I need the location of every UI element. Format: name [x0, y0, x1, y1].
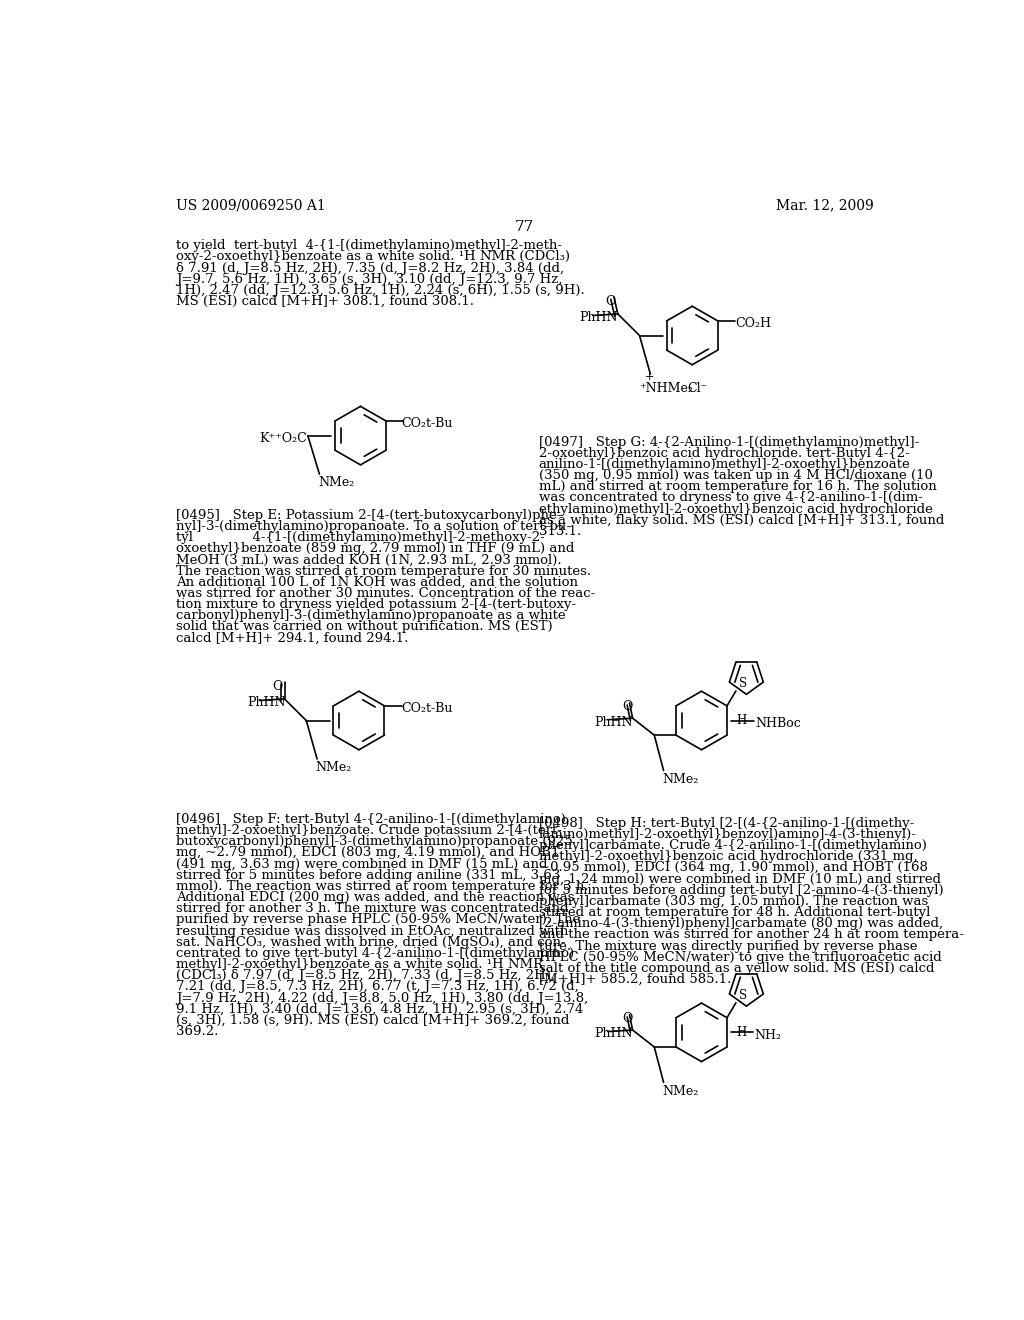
Text: Cl⁻: Cl⁻: [687, 381, 708, 395]
Text: mL) and stirred at room temperature for 16 h. The solution: mL) and stirred at room temperature for …: [539, 480, 937, 494]
Text: 2-oxoethyl}benzoic acid hydrochloride. tert-Butyl 4-{2-: 2-oxoethyl}benzoic acid hydrochloride. t…: [539, 446, 909, 459]
Text: H: H: [736, 714, 746, 727]
Text: methyl]-2-oxoethyl}benzoate as a white solid. ¹H NMR: methyl]-2-oxoethyl}benzoate as a white s…: [176, 958, 543, 972]
Text: [M+H]+ 585.2, found 585.1.: [M+H]+ 585.2, found 585.1.: [539, 973, 731, 986]
Text: NMe₂: NMe₂: [663, 1085, 698, 1098]
Text: butoxycarbonyl)phenyl]-3-(dimethylamino)propanoate (925: butoxycarbonyl)phenyl]-3-(dimethylamino)…: [176, 836, 572, 849]
Text: ethylamino)methyl]-2-oxoethyl}benzoic acid hydrochloride: ethylamino)methyl]-2-oxoethyl}benzoic ac…: [539, 503, 933, 516]
Text: methyl]-2-oxoethyl}benzoic acid hydrochloride (331 mg,: methyl]-2-oxoethyl}benzoic acid hydrochl…: [539, 850, 918, 863]
Text: J=9.7, 5.6 Hz, 1H), 3.65 (s, 3H), 3.10 (dd, J=12.3, 9.7 Hz,: J=9.7, 5.6 Hz, 1H), 3.65 (s, 3H), 3.10 (…: [176, 273, 562, 285]
Text: MS (ESI) calcd [M+H]+ 308.1, found 308.1.: MS (ESI) calcd [M+H]+ 308.1, found 308.1…: [176, 296, 474, 308]
Text: nyl]-3-(dimethylamino)propanoate. To a solution of tert-bu-: nyl]-3-(dimethylamino)propanoate. To a s…: [176, 520, 571, 533]
Text: mg, ~2.79 mmol), EDCI (803 mg, 4.19 mmol), and HOBT: mg, ~2.79 mmol), EDCI (803 mg, 4.19 mmol…: [176, 846, 560, 859]
Text: ture. The mixture was directly purified by reverse phase: ture. The mixture was directly purified …: [539, 940, 918, 953]
Text: mmol). The reaction was stirred at room temperature for 3 h.: mmol). The reaction was stirred at room …: [176, 880, 589, 892]
Text: PhHN: PhHN: [594, 715, 633, 729]
Text: (350 mg, 0.95 mmol) was taken up in 4 M HCl/dioxane (10: (350 mg, 0.95 mmol) was taken up in 4 M …: [539, 469, 933, 482]
Text: (s, 3H), 1.58 (s, 9H). MS (ESI) calcd [M+H]+ 369.2, found: (s, 3H), 1.58 (s, 9H). MS (ESI) calcd [M…: [176, 1014, 569, 1027]
Text: [0495]   Step E: Potassium 2-[4-(tert-butoxycarbonyl)phe-: [0495] Step E: Potassium 2-[4-(tert-buto…: [176, 508, 561, 521]
Text: for 5 minutes before adding tert-butyl [2-amino-4-(3-thienyl): for 5 minutes before adding tert-butyl […: [539, 884, 943, 896]
Text: was stirred for another 30 minutes. Concentration of the reac-: was stirred for another 30 minutes. Conc…: [176, 587, 595, 599]
Text: Mar. 12, 2009: Mar. 12, 2009: [776, 198, 873, 213]
Text: ~0.95 mmol), EDCI (364 mg, 1.90 mmol), and HOBT (168: ~0.95 mmol), EDCI (364 mg, 1.90 mmol), a…: [539, 862, 928, 874]
Text: CO₂t-Bu: CO₂t-Bu: [401, 702, 453, 714]
Text: and the reaction was stirred for another 24 h at room tempera-: and the reaction was stirred for another…: [539, 928, 964, 941]
Text: solid that was carried on without purification. MS (EST): solid that was carried on without purifi…: [176, 620, 553, 634]
Text: (CDCl₃) δ 7.97 (d, J=8.5 Hz, 2H), 7.33 (d, J=8.5 Hz, 2H),: (CDCl₃) δ 7.97 (d, J=8.5 Hz, 2H), 7.33 (…: [176, 969, 555, 982]
Text: stirred for another 3 h. The mixture was concentrated and: stirred for another 3 h. The mixture was…: [176, 903, 568, 915]
Text: [0498]   Step H: tert-Butyl [2-[(4-{2-anilino-1-[(dimethy-: [0498] Step H: tert-Butyl [2-[(4-{2-anil…: [539, 817, 914, 830]
Text: stirred at room temperature for 48 h. Additional tert-butyl: stirred at room temperature for 48 h. Ad…: [539, 906, 930, 919]
Text: +: +: [645, 372, 654, 383]
Text: stirred for 5 minutes before adding aniline (331 mL, 3.63: stirred for 5 minutes before adding anil…: [176, 869, 560, 882]
Text: 77: 77: [515, 220, 535, 234]
Text: HPLC (50-95% MeCN/water) to give the trifluoroacetic acid: HPLC (50-95% MeCN/water) to give the tri…: [539, 950, 941, 964]
Text: as a white, flaky solid. MS (ESI) calcd [M+H]+ 313.1, found: as a white, flaky solid. MS (ESI) calcd …: [539, 513, 944, 527]
Text: 7.21 (dd, J=8.5, 7.3 Hz, 2H), 6.77 (t, J=7.3 Hz, 1H), 6.72 (d,: 7.21 (dd, J=8.5, 7.3 Hz, 2H), 6.77 (t, J…: [176, 981, 579, 994]
Text: centrated to give tert-butyl 4-{2-anilino-1-[(dimethylamino): centrated to give tert-butyl 4-{2-anilin…: [176, 946, 574, 960]
Text: H: H: [736, 1026, 746, 1039]
Text: 369.2.: 369.2.: [176, 1026, 218, 1038]
Text: An additional 100 L of 1N KOH was added, and the solution: An additional 100 L of 1N KOH was added,…: [176, 576, 579, 589]
Text: CO₂H: CO₂H: [735, 317, 771, 330]
Text: mg, 1.24 mmol) were combined in DMF (10 mL) and stirred: mg, 1.24 mmol) were combined in DMF (10 …: [539, 873, 941, 886]
Text: lamino)methyl]-2-oxoethyl}benzoyl)amino]-4-(3-thienyl)-: lamino)methyl]-2-oxoethyl}benzoyl)amino]…: [539, 828, 916, 841]
Text: methyl]-2-oxoethyl}benzoate. Crude potassium 2-[4-(tert-: methyl]-2-oxoethyl}benzoate. Crude potas…: [176, 824, 562, 837]
Text: O: O: [605, 294, 616, 308]
Text: PhHN: PhHN: [579, 312, 617, 325]
Text: MeOH (3 mL) was added KOH (1N, 2.93 mL, 2.93 mmol).: MeOH (3 mL) was added KOH (1N, 2.93 mL, …: [176, 553, 562, 566]
Text: K⁺⁺O₂C: K⁺⁺O₂C: [260, 432, 307, 445]
Text: oxoethyl}benzoate (859 mg, 2.79 mmol) in THF (9 mL) and: oxoethyl}benzoate (859 mg, 2.79 mmol) in…: [176, 543, 574, 556]
Text: calcd [M+H]+ 294.1, found 294.1.: calcd [M+H]+ 294.1, found 294.1.: [176, 631, 409, 644]
Text: PhHN: PhHN: [248, 696, 286, 709]
Text: CO₂t-Bu: CO₂t-Bu: [401, 417, 453, 430]
Text: 313.1.: 313.1.: [539, 525, 581, 539]
Text: phenyl]carbamate (303 mg, 1.05 mmol). The reaction was: phenyl]carbamate (303 mg, 1.05 mmol). Th…: [539, 895, 928, 908]
Text: The reaction was stirred at room temperature for 30 minutes.: The reaction was stirred at room tempera…: [176, 565, 591, 578]
Text: [2-amino-4-(3-thienyl)phenyl]carbamate (80 mg) was added,: [2-amino-4-(3-thienyl)phenyl]carbamate (…: [539, 917, 943, 931]
Text: resulting residue was dissolved in EtOAc, neutralized with: resulting residue was dissolved in EtOAc…: [176, 924, 568, 937]
Text: anilino-1-[(dimethylamino)methyl]-2-oxoethyl}benzoate: anilino-1-[(dimethylamino)methyl]-2-oxoe…: [539, 458, 910, 471]
Text: NMe₂: NMe₂: [315, 762, 352, 775]
Text: O: O: [622, 701, 633, 714]
Text: δ 7.91 (d, J=8.5 Hz, 2H), 7.35 (d, J=8.2 Hz, 2H), 3.84 (dd,: δ 7.91 (d, J=8.5 Hz, 2H), 7.35 (d, J=8.2…: [176, 261, 564, 275]
Text: NMe₂: NMe₂: [317, 477, 354, 490]
Text: ⁺NHMe₂: ⁺NHMe₂: [640, 381, 693, 395]
Text: US 2009/0069250 A1: US 2009/0069250 A1: [176, 198, 326, 213]
Text: O: O: [272, 680, 283, 693]
Text: (491 mg, 3.63 mg) were combined in DMF (15 mL) and: (491 mg, 3.63 mg) were combined in DMF (…: [176, 858, 548, 871]
Text: carbonyl)phenyl]-3-(dimethylamino)propanoate as a white: carbonyl)phenyl]-3-(dimethylamino)propan…: [176, 610, 565, 622]
Text: Additional EDCI (200 mg) was added, and the reaction was: Additional EDCI (200 mg) was added, and …: [176, 891, 574, 904]
Text: 1H), 2.47 (dd, J=12.3, 5.6 Hz, 1H), 2.24 (s, 6H), 1.55 (s, 9H).: 1H), 2.47 (dd, J=12.3, 5.6 Hz, 1H), 2.24…: [176, 284, 585, 297]
Text: oxy-2-oxoethyl}benzoate as a white solid. ¹H NMR (CDCl₃): oxy-2-oxoethyl}benzoate as a white solid…: [176, 251, 570, 264]
Text: [0496]   Step F: tert-Butyl 4-{2-anilino-1-[(dimethylamino): [0496] Step F: tert-Butyl 4-{2-anilino-1…: [176, 813, 566, 826]
Text: O: O: [622, 1012, 633, 1026]
Text: J=7.9 Hz, 2H), 4.22 (dd, J=8.8, 5.0 Hz, 1H), 3.80 (dd, J=13.8,: J=7.9 Hz, 2H), 4.22 (dd, J=8.8, 5.0 Hz, …: [176, 991, 589, 1005]
Text: purified by reverse phase HPLC (50-95% MeCN/water). The: purified by reverse phase HPLC (50-95% M…: [176, 913, 581, 927]
Text: [0497]   Step G: 4-{2-Anilino-1-[(dimethylamino)methyl]-: [0497] Step G: 4-{2-Anilino-1-[(dimethyl…: [539, 436, 919, 449]
Text: tyl              4-{1-[(dimethylamino)methyl]-2-methoxy-2-: tyl 4-{1-[(dimethylamino)methyl]-2-metho…: [176, 531, 545, 544]
Text: NHBoc: NHBoc: [756, 717, 802, 730]
Text: NMe₂: NMe₂: [663, 774, 698, 785]
Text: NH₂: NH₂: [755, 1028, 781, 1041]
Text: salt of the title compound as a yellow solid. MS (ESI) calcd: salt of the title compound as a yellow s…: [539, 962, 934, 975]
Text: 9.1 Hz, 1H), 3.40 (dd, J=13.6, 4.8 Hz, 1H), 2.95 (s, 3H), 2.74: 9.1 Hz, 1H), 3.40 (dd, J=13.6, 4.8 Hz, 1…: [176, 1003, 584, 1015]
Text: phenyl]carbamate. Crude 4-{2-anilino-1-[(dimethylamino): phenyl]carbamate. Crude 4-{2-anilino-1-[…: [539, 840, 927, 853]
Text: S: S: [739, 677, 748, 689]
Text: S: S: [739, 989, 748, 1002]
Text: PhHN: PhHN: [594, 1027, 633, 1040]
Text: sat. NaHCO₃, washed with brine, dried (MgSO₄), and con-: sat. NaHCO₃, washed with brine, dried (M…: [176, 936, 565, 949]
Text: was concentrated to dryness to give 4-{2-anilino-1-[(dim-: was concentrated to dryness to give 4-{2…: [539, 491, 923, 504]
Text: to yield  tert-butyl  4-{1-[(dimethylamino)methyl]-2-meth-: to yield tert-butyl 4-{1-[(dimethylamino…: [176, 239, 562, 252]
Text: tion mixture to dryness yielded potassium 2-[4-(tert-butoxy-: tion mixture to dryness yielded potassiu…: [176, 598, 577, 611]
